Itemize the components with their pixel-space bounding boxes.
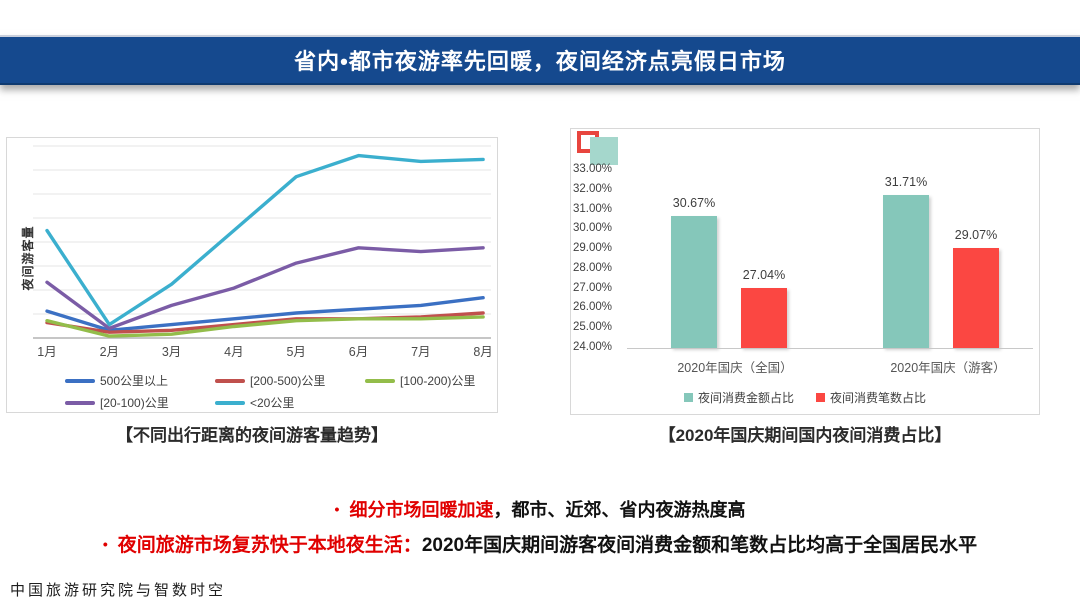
legend-item: <20公里 [215, 394, 365, 411]
bar-chart-legend: 夜间消费金额占比 夜间消费笔数占比 [571, 389, 1039, 406]
bullet-1-lead: 细分市场回暖加速 [349, 500, 494, 520]
line-chart-panel: 夜间游客量 1月 2月 3月 4月 5月 6月 7月 8月 500公里以上 [200-500)公… [6, 137, 498, 413]
legend-label: 夜间消费金额占比 [697, 391, 794, 405]
title-banner: 省内•都市夜游率先回暖，夜间经济点亮假日市场 [0, 35, 1080, 85]
bar-chart-panel: 33.00% 32.00% 31.00% 30.00% 29.00% 28.00% 27.0… [570, 128, 1040, 415]
legend-row: 500公里以上 [200-500)公里 [100-200)公里 [65, 372, 515, 389]
corner-marker-teal-square [590, 137, 618, 165]
y-tick-label: 25.00% [573, 321, 613, 334]
legend-line-swatch [65, 400, 95, 405]
legend-label: <20公里 [250, 396, 295, 410]
y-tick-label: 27.00% [573, 281, 613, 294]
legend-item: [20-100)公里 [65, 394, 215, 411]
bar-data-label: 29.07% [954, 227, 998, 242]
bar-data-label: 30.67% [672, 196, 716, 211]
bar-amount-2 [883, 195, 929, 348]
bullet-2-lead: 夜间旅游市场复苏快于本地夜生活： [117, 535, 422, 556]
legend-line-swatch [365, 378, 395, 383]
bar-amount-1 [671, 216, 717, 348]
corner-marker-icon [577, 131, 623, 171]
y-tick-label: 33.00% [573, 163, 613, 175]
x-tick-label: 1月 [37, 345, 56, 359]
line-chart-caption: 【不同出行距离的夜间游客量趋势】 [116, 426, 388, 445]
bar-chart-caption: 【2020年国庆期间国内夜间消费占比】 [658, 426, 952, 445]
bar-chart-baseline [627, 348, 1033, 349]
bar-count-2 [953, 247, 999, 348]
legend-line-swatch [65, 378, 95, 383]
bullet-1: • 细分市场回暖加速，都市、近郊、省内夜游热度高 [0, 496, 1080, 522]
y-tick-label: 30.00% [573, 222, 613, 235]
page-title: 省内•都市夜游率先回暖，夜间经济点亮假日市场 [294, 49, 786, 74]
legend-item: 500公里以上 [65, 372, 215, 389]
legend-label: 500公里以上 [100, 374, 169, 388]
legend-label: 夜间消费笔数占比 [830, 391, 927, 405]
bar-data-label: 31.71% [884, 175, 928, 190]
y-tick-label: 24.00% [573, 341, 613, 354]
y-tick-label: 28.00% [573, 261, 613, 274]
x-tick-label: 8月 [473, 345, 492, 359]
x-tick-label: 2月 [100, 345, 119, 359]
x-tick-label: 6月 [349, 345, 368, 359]
y-tick-label: 29.00% [573, 242, 613, 255]
x-tick-label: 3月 [162, 345, 181, 359]
y-tick-label: 31.00% [573, 202, 613, 215]
legend-item: [100-200)公里 [365, 372, 515, 389]
bullet-2: • 夜间旅游市场复苏快于本地夜生活：2020年国庆期间游客夜间消费金额和笔数占比均… [0, 530, 1080, 557]
category-label: 2020年国庆（游客） [890, 361, 1006, 375]
legend-item: 夜间消费金额占比 [683, 389, 794, 406]
y-tick-label: 32.00% [573, 182, 613, 195]
bar-data-label: 27.04% [742, 267, 786, 282]
line-series [45, 153, 485, 327]
legend-box-swatch [683, 393, 693, 402]
line-series [45, 246, 485, 331]
legend-line-swatch [215, 400, 245, 405]
legend-item: 夜间消费笔数占比 [816, 389, 926, 406]
bullet-1-rest: ，都市、近郊、省内夜游热度高 [493, 500, 746, 520]
bullet-2-dot: • [102, 536, 108, 552]
category-label: 2020年国庆（全国） [677, 361, 793, 375]
x-tick-label: 7月 [411, 345, 430, 359]
legend-box-swatch [816, 393, 825, 402]
legend-label: [200-500)公里 [250, 374, 326, 388]
y-tick-label: 26.00% [573, 301, 613, 314]
line-series [45, 315, 485, 338]
bullet-1-dot: • [334, 501, 340, 517]
legend-row: [20-100)公里 <20公里 [65, 394, 515, 411]
x-tick-label: 4月 [224, 345, 243, 359]
legend-line-swatch [215, 378, 245, 383]
line-chart: 1月 2月 3月 4月 5月 6月 7月 8月 [33, 145, 493, 359]
legend-label: [100-200)公里 [400, 374, 476, 388]
legend-item: [200-500)公里 [215, 372, 365, 389]
line-series [45, 295, 485, 333]
bullet-2-rest: 2020年国庆期间游客夜间消费金额和笔数占比均高于全国居民水平 [421, 535, 978, 556]
line-chart-legend: 500公里以上 [200-500)公里 [100-200)公里 [20-100)公里 <… [65, 372, 515, 411]
legend-label: [20-100)公里 [100, 396, 169, 410]
bar-count-1 [741, 287, 787, 348]
x-tick-label: 5月 [286, 345, 305, 359]
footer-credit: 中国旅游研究院与智数时空 [10, 583, 227, 599]
